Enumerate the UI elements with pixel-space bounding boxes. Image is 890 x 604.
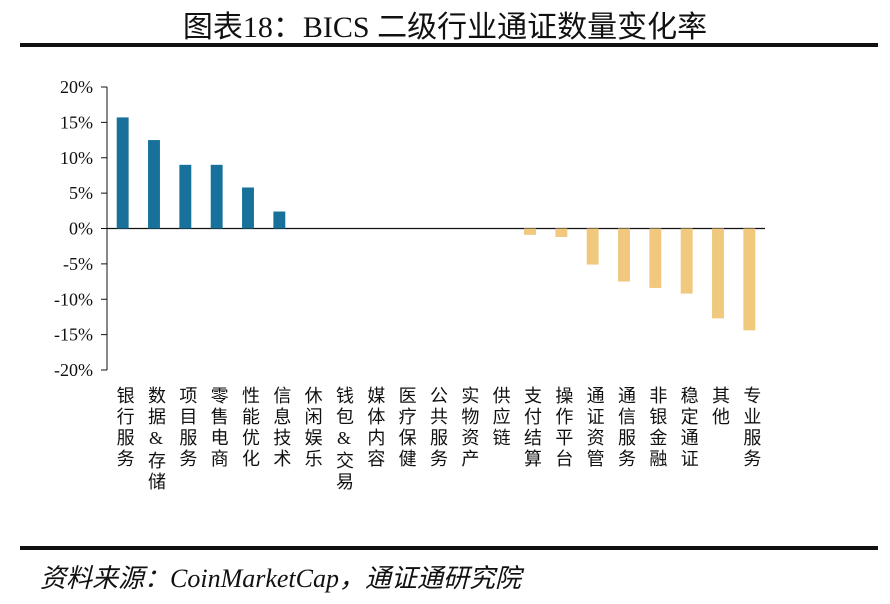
bar bbox=[555, 228, 568, 237]
y-tick-label: 5% bbox=[69, 183, 93, 203]
x-tick-label: 公共服务 bbox=[428, 386, 448, 470]
x-tick-label: 操作平台 bbox=[553, 386, 574, 470]
bar bbox=[712, 228, 724, 319]
y-tick-label: -15% bbox=[54, 325, 93, 345]
x-tick-label: 通证资管 bbox=[584, 386, 605, 470]
x-tick-label: 数据&存储 bbox=[146, 386, 166, 493]
x-tick-label: 其他 bbox=[710, 386, 730, 428]
x-tick-label: 供应链 bbox=[490, 386, 511, 449]
bar bbox=[524, 228, 536, 235]
bar bbox=[273, 211, 286, 229]
bar bbox=[148, 140, 160, 229]
x-tick-label: 媒体内容 bbox=[365, 386, 386, 470]
x-tick-label: 休闲娱乐 bbox=[302, 386, 323, 470]
x-tick-label: 非银金融 bbox=[647, 386, 668, 470]
x-tick-label: 通信服务 bbox=[616, 386, 636, 470]
bar bbox=[743, 228, 756, 331]
x-tick-label: 钱包&交易 bbox=[334, 386, 354, 493]
x-tick-label: 项目服务 bbox=[177, 386, 198, 470]
bar bbox=[680, 228, 693, 294]
bar bbox=[116, 117, 129, 229]
y-tick-label: -5% bbox=[63, 254, 93, 274]
source-note: 资料来源：CoinMarketCap，通证通研究院 bbox=[40, 564, 521, 593]
x-tick-label: 稳定通证 bbox=[678, 386, 699, 470]
x-tick-label: 信息技术 bbox=[271, 386, 292, 470]
bar bbox=[649, 228, 662, 288]
x-tick-label: 银行服务 bbox=[114, 386, 135, 470]
bar bbox=[210, 164, 223, 229]
bar bbox=[242, 187, 254, 229]
bar bbox=[586, 228, 599, 265]
y-tick-label: 15% bbox=[60, 112, 93, 132]
y-tick-label: 10% bbox=[60, 148, 93, 168]
x-tick-label: 医疗保健 bbox=[396, 386, 417, 470]
x-tick-label: 支付结算 bbox=[522, 386, 542, 470]
y-tick-label: -20% bbox=[54, 360, 93, 380]
x-tick-label: 零售电商 bbox=[208, 386, 229, 470]
y-tick-label: 0% bbox=[69, 219, 93, 239]
x-tick-label: 性能优化 bbox=[240, 386, 260, 470]
x-tick-label: 专业服务 bbox=[741, 386, 762, 470]
x-tick-label: 实物资产 bbox=[459, 386, 480, 470]
chart-title: 图表18：BICS 二级行业通证数量变化率 bbox=[182, 11, 708, 44]
y-tick-label: -10% bbox=[54, 289, 93, 309]
bar bbox=[618, 228, 630, 282]
y-tick-label: 20% bbox=[60, 77, 93, 97]
bar bbox=[179, 164, 192, 229]
